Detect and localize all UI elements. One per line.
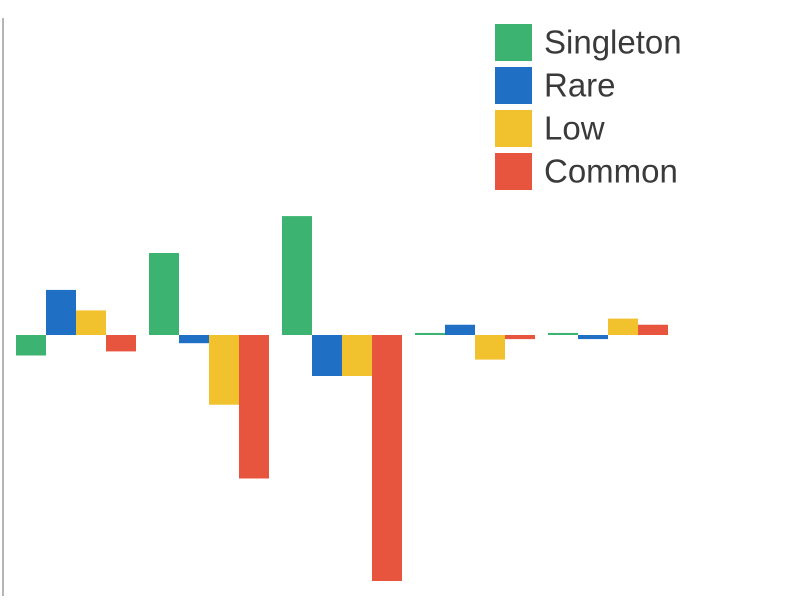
- bar-common-3: [372, 335, 402, 581]
- legend-label-low: Low: [544, 110, 605, 147]
- legend-swatch-common: [495, 153, 532, 190]
- bar-singleton-1: [16, 335, 46, 356]
- legend-label-common: Common: [544, 153, 678, 190]
- legend-swatch-rare: [495, 67, 532, 104]
- bar-low-4: [475, 335, 505, 360]
- legend: Singleton Rare Low Common: [495, 24, 682, 190]
- bar-low-3: [342, 335, 372, 376]
- bar-rare-5: [578, 335, 608, 340]
- bar-low-2: [209, 335, 239, 405]
- legend-label-rare: Rare: [544, 67, 616, 104]
- bar-common-4: [505, 335, 535, 340]
- bar-rare-4: [445, 324, 475, 335]
- bar-singleton-4: [415, 332, 445, 335]
- bar-rare-1: [46, 289, 76, 335]
- bar-common-2: [239, 335, 269, 479]
- bar-singleton-5: [548, 332, 578, 335]
- legend-swatch-singleton: [495, 24, 532, 61]
- bar-rare-3: [312, 335, 342, 376]
- bar-low-5: [608, 318, 638, 335]
- bar-common-5: [638, 324, 668, 335]
- bars-layer: [16, 216, 668, 581]
- bar-singleton-2: [149, 253, 179, 335]
- legend-label-singleton: Singleton: [544, 24, 682, 61]
- bar-singleton-3: [282, 216, 312, 335]
- bar-low-1: [76, 310, 106, 335]
- bar-rare-2: [179, 335, 209, 344]
- bar-common-1: [106, 335, 136, 352]
- legend-swatch-low: [495, 110, 532, 147]
